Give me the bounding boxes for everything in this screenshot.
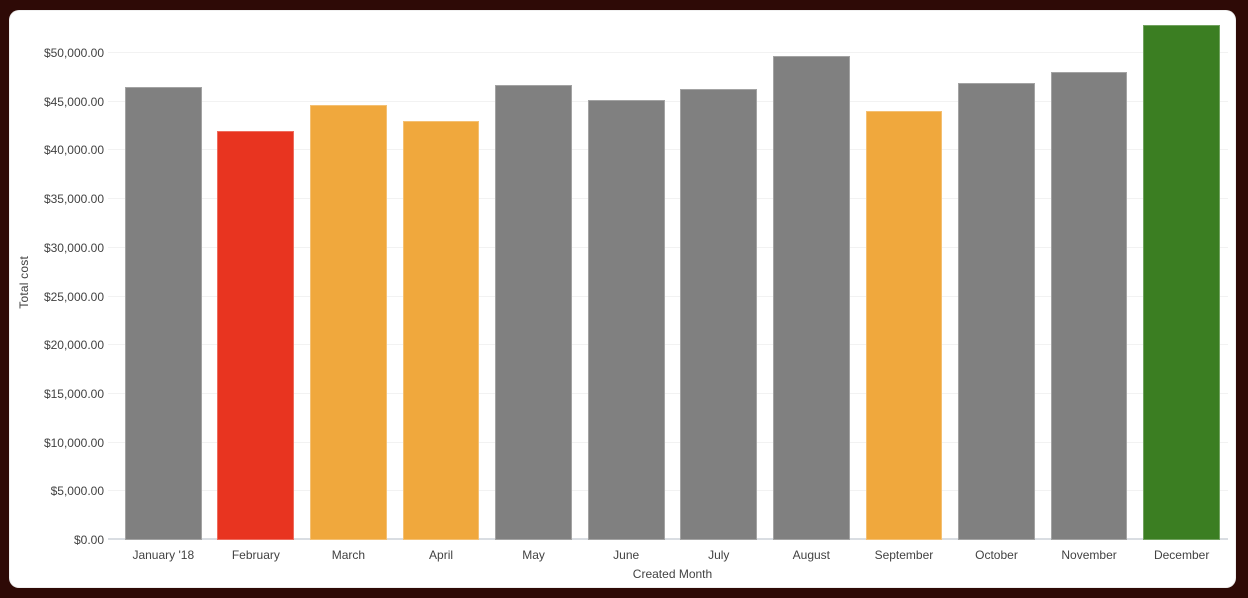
bar[interactable] bbox=[124, 86, 202, 540]
bar-slot bbox=[117, 25, 210, 540]
bar-slot bbox=[950, 25, 1043, 540]
x-tick-labels: January '18 February March April May June July… bbox=[117, 548, 1228, 562]
y-gridline bbox=[108, 100, 1228, 102]
bar[interactable] bbox=[587, 99, 665, 540]
y-axis-title-wrap: Total cost bbox=[17, 25, 31, 540]
x-tick-label: May bbox=[522, 548, 545, 562]
bar-slot bbox=[395, 25, 488, 540]
y-gridline bbox=[108, 198, 1228, 200]
bar[interactable] bbox=[865, 110, 943, 540]
bar[interactable] bbox=[958, 82, 1035, 540]
bar[interactable] bbox=[1050, 72, 1128, 540]
bar-slot bbox=[487, 25, 580, 540]
y-tick-label: $15,000.00 bbox=[43, 386, 104, 401]
bar[interactable] bbox=[217, 130, 295, 540]
bar-slot bbox=[1135, 25, 1228, 540]
y-gridline bbox=[108, 344, 1228, 346]
y-tick-label: $30,000.00 bbox=[43, 240, 104, 255]
bars bbox=[117, 25, 1228, 540]
bar[interactable] bbox=[310, 104, 387, 540]
x-tick-label: September bbox=[874, 548, 934, 562]
x-tick-label: August bbox=[792, 548, 831, 562]
y-tick-label: $25,000.00 bbox=[43, 289, 104, 304]
x-tick-label: March bbox=[331, 548, 366, 562]
y-gridline bbox=[108, 392, 1228, 394]
bar[interactable] bbox=[495, 84, 573, 540]
bar[interactable] bbox=[680, 88, 758, 540]
y-gridline bbox=[108, 246, 1228, 248]
x-tick-label: June bbox=[613, 548, 640, 562]
y-tick-label: $40,000.00 bbox=[43, 143, 104, 158]
x-tick-label: April bbox=[429, 548, 454, 562]
bar[interactable] bbox=[402, 120, 480, 540]
x-tick-label: July bbox=[708, 548, 730, 562]
y-tick-label: $0.00 bbox=[73, 533, 104, 547]
y-gridline bbox=[108, 441, 1228, 443]
y-tick-label: $10,000.00 bbox=[43, 435, 104, 450]
y-tick-label: $5,000.00 bbox=[50, 484, 104, 499]
chart-card: Total cost $0.00 $5,000.00 $10,000.00 $15,0… bbox=[9, 10, 1236, 588]
y-gridline bbox=[108, 490, 1228, 492]
x-axis-line bbox=[108, 538, 1228, 540]
plot-area: $0.00 $5,000.00 $10,000.00 $15,000.00 $20,00… bbox=[44, 25, 1228, 547]
y-tick-label: $35,000.00 bbox=[43, 192, 104, 207]
y-tick-label: $50,000.00 bbox=[43, 46, 104, 60]
y-axis-title: Total cost bbox=[17, 256, 31, 309]
x-tick-label: February bbox=[231, 548, 280, 562]
x-tick-label: December bbox=[1153, 548, 1210, 562]
x-tick-label: January '18 bbox=[132, 548, 195, 562]
bar-slot bbox=[302, 25, 395, 540]
y-gridline bbox=[108, 295, 1228, 297]
bar-slot bbox=[765, 25, 858, 540]
y-tick-label: $45,000.00 bbox=[43, 94, 104, 109]
y-gridline bbox=[108, 149, 1228, 151]
bar-slot bbox=[210, 25, 303, 540]
bar-slot bbox=[672, 25, 765, 540]
bar[interactable] bbox=[772, 55, 850, 540]
x-axis-title: Created Month bbox=[632, 567, 713, 581]
bar[interactable] bbox=[1143, 25, 1221, 540]
bar-slot bbox=[1043, 25, 1136, 540]
x-tick-label: November bbox=[1061, 548, 1117, 562]
y-tick-label: $20,000.00 bbox=[43, 338, 104, 353]
y-gridline bbox=[108, 52, 1228, 53]
bar-slot bbox=[858, 25, 951, 540]
bar-slot bbox=[580, 25, 673, 540]
x-tick-label: October bbox=[975, 548, 1018, 562]
